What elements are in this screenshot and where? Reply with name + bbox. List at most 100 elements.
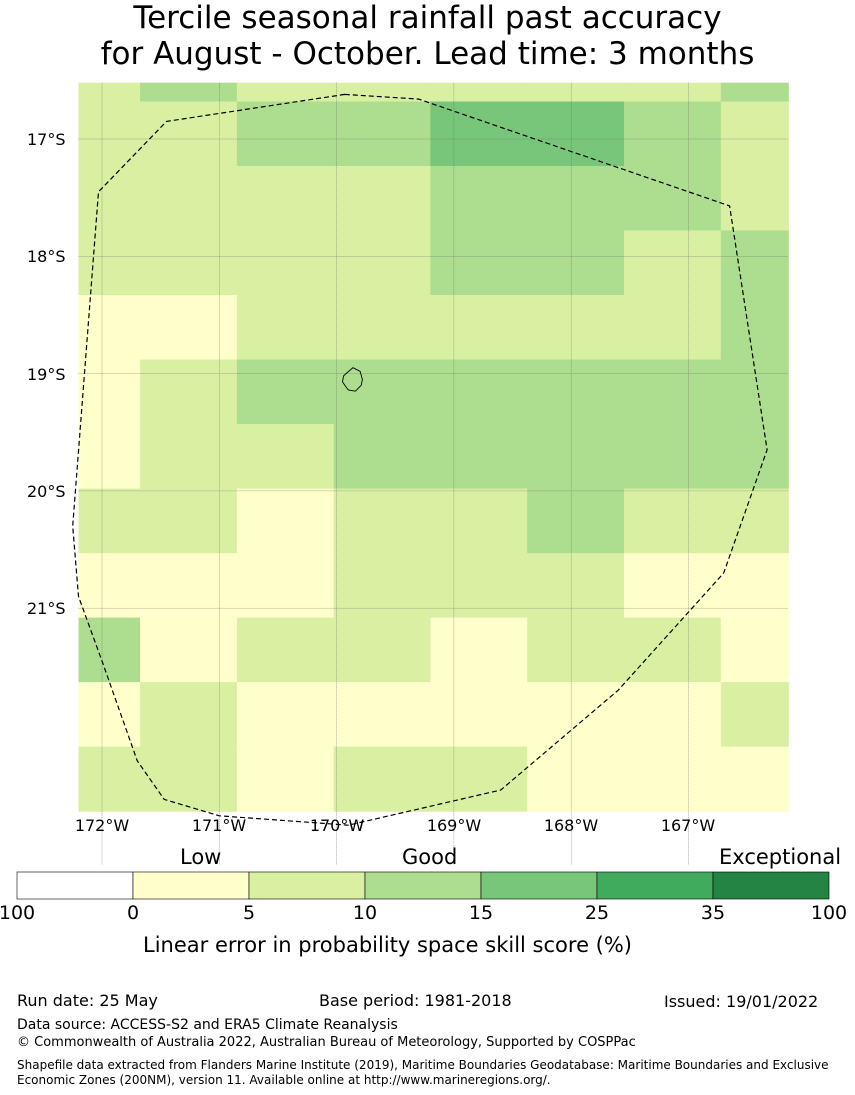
skill-cell bbox=[430, 682, 528, 748]
skill-cell bbox=[236, 101, 335, 167]
skill-cell bbox=[527, 617, 625, 683]
lat-label-18s: 18°S bbox=[27, 247, 66, 266]
shapefile-credit-line-1: Shapefile data extracted from Flanders M… bbox=[17, 1058, 829, 1072]
legend-tick: 0 bbox=[126, 902, 140, 924]
eez-boundary bbox=[72, 93, 768, 826]
lon-label-169w: 169°W bbox=[426, 816, 482, 835]
skill-cell bbox=[720, 230, 789, 296]
legend-swatch bbox=[16, 871, 134, 900]
skill-cell bbox=[78, 82, 141, 103]
skill-cell bbox=[333, 295, 432, 361]
skill-cell bbox=[527, 166, 625, 232]
skill-cell bbox=[430, 553, 528, 619]
legend-tick: 25 bbox=[584, 902, 610, 924]
skill-cell bbox=[624, 230, 722, 296]
skill-cell bbox=[624, 424, 722, 490]
legend-swatch bbox=[364, 871, 482, 900]
skill-cell bbox=[527, 82, 625, 103]
legend-caption: Linear error in probability space skill … bbox=[143, 933, 632, 957]
skill-cell bbox=[720, 553, 789, 619]
skill-cell bbox=[236, 488, 335, 554]
skill-cell bbox=[333, 617, 432, 683]
skill-cell bbox=[430, 101, 528, 167]
skill-cell bbox=[78, 359, 141, 425]
legend-category-low: Low bbox=[180, 845, 222, 869]
skill-cell bbox=[624, 553, 722, 619]
skill-cell bbox=[78, 295, 141, 361]
skill-cell bbox=[430, 82, 528, 103]
skill-cell bbox=[720, 101, 789, 167]
skill-cell bbox=[236, 682, 335, 748]
skill-cell bbox=[527, 746, 625, 812]
skill-cell bbox=[720, 424, 789, 490]
legend-tick: 15 bbox=[468, 902, 494, 924]
skill-cell bbox=[236, 617, 335, 683]
skill-cell bbox=[140, 488, 238, 554]
skill-cell bbox=[78, 230, 141, 296]
lon-label-167w: 167°W bbox=[660, 816, 716, 835]
issued-date: Issued: 19/01/2022 bbox=[664, 992, 819, 1011]
skill-cell bbox=[720, 295, 789, 361]
skill-cell bbox=[78, 617, 141, 683]
skill-cell bbox=[140, 359, 238, 425]
skill-cell bbox=[333, 553, 432, 619]
skill-cell bbox=[430, 230, 528, 296]
skill-cell bbox=[430, 166, 528, 232]
skill-cell bbox=[720, 746, 789, 812]
skill-cell bbox=[624, 617, 722, 683]
legend-colorbar bbox=[16, 871, 830, 900]
skill-cell bbox=[78, 488, 141, 554]
skill-cell bbox=[624, 166, 722, 232]
skill-cell bbox=[720, 682, 789, 748]
skill-cell bbox=[430, 359, 528, 425]
skill-cell bbox=[624, 295, 722, 361]
legend-category-exceptional: Exceptional bbox=[719, 845, 842, 869]
lon-label-171w: 171°W bbox=[191, 816, 247, 835]
legend-swatch bbox=[132, 871, 250, 900]
legend-tick: 100 bbox=[0, 902, 36, 924]
legend-swatch bbox=[712, 871, 830, 900]
skill-cell bbox=[720, 82, 789, 103]
skill-cell bbox=[527, 230, 625, 296]
skill-cell bbox=[430, 746, 528, 812]
skill-cell bbox=[333, 746, 432, 812]
skill-cell bbox=[140, 82, 238, 103]
base-period: Base period: 1981-2018 bbox=[319, 991, 512, 1010]
skill-grid bbox=[78, 82, 789, 812]
legend-tick: 100 bbox=[810, 902, 848, 924]
skill-cell bbox=[333, 101, 432, 167]
skill-cell bbox=[624, 101, 722, 167]
skill-cell bbox=[236, 166, 335, 232]
map-title-line-1: Tercile seasonal rainfall past accuracy bbox=[133, 0, 722, 36]
lat-label-19s: 19°S bbox=[27, 365, 66, 384]
shapefile-credit-line-2: Economic Zones (200NM), version 11. Avai… bbox=[17, 1073, 551, 1087]
legend-swatch bbox=[248, 871, 366, 900]
skill-cell bbox=[140, 746, 238, 812]
skill-cell bbox=[527, 424, 625, 490]
skill-cell bbox=[140, 424, 238, 490]
skill-cell bbox=[624, 82, 722, 103]
copyright: © Commonwealth of Australia 2022, Austra… bbox=[17, 1035, 636, 1050]
lon-label-170w: 170°W bbox=[309, 816, 365, 835]
island-outline bbox=[342, 367, 363, 392]
legend-tick: 35 bbox=[700, 902, 726, 924]
skill-cell bbox=[430, 488, 528, 554]
skill-cell bbox=[430, 424, 528, 490]
skill-cell bbox=[140, 166, 238, 232]
skill-cell bbox=[624, 746, 722, 812]
graticule bbox=[78, 82, 789, 866]
skill-cell bbox=[430, 295, 528, 361]
legend-swatch bbox=[480, 871, 598, 900]
skill-cell bbox=[140, 101, 238, 167]
skill-cell bbox=[333, 424, 432, 490]
skill-cell bbox=[333, 488, 432, 554]
skill-cell bbox=[140, 617, 238, 683]
lon-label-172w: 172°W bbox=[74, 816, 130, 835]
legend-tick: 10 bbox=[352, 902, 378, 924]
skill-cell bbox=[140, 230, 238, 296]
skill-cell bbox=[527, 295, 625, 361]
skill-cell bbox=[527, 101, 625, 167]
skill-cell bbox=[236, 230, 335, 296]
skill-cell bbox=[333, 166, 432, 232]
skill-cell bbox=[140, 295, 238, 361]
